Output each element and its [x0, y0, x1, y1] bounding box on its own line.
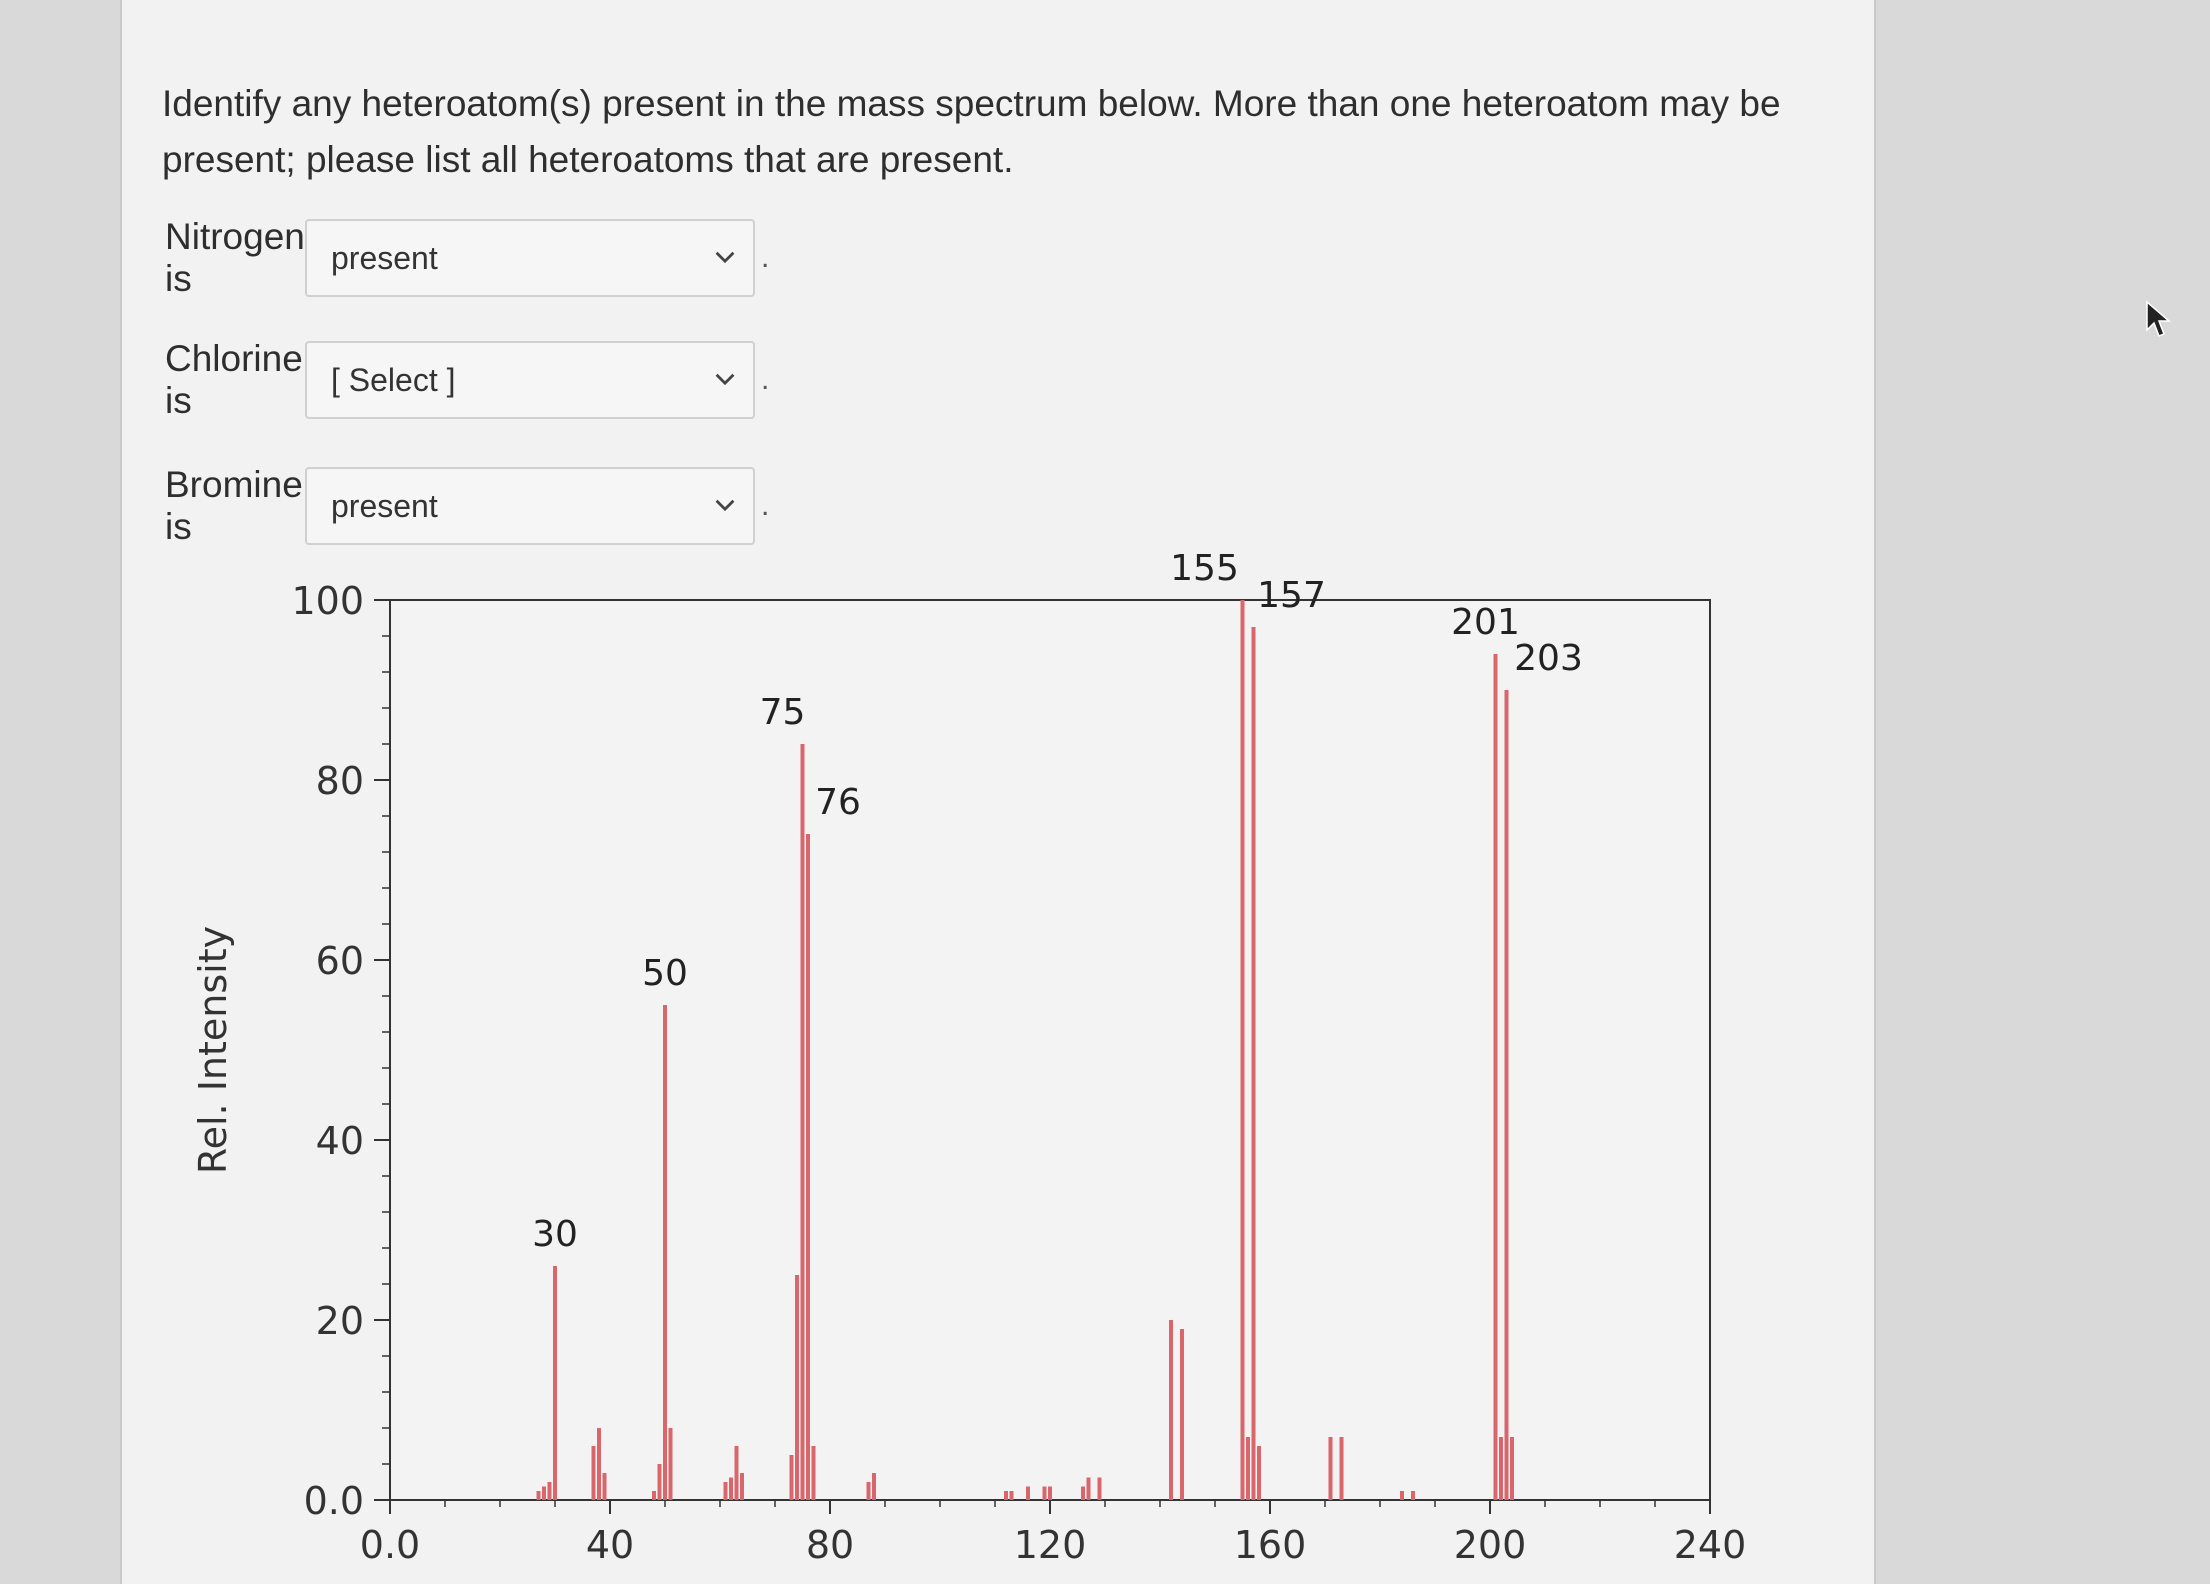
nitrogen-row: Nitrogen is present .: [165, 216, 770, 299]
peak-bar-29: [547, 1482, 552, 1500]
peak-bar-87: [866, 1482, 871, 1500]
peak-bar-74: [795, 1275, 799, 1500]
y-tick-label: 40: [316, 1119, 364, 1163]
peak-bar-51: [668, 1428, 673, 1500]
bromine-period: .: [761, 489, 770, 522]
peak-bar-158: [1257, 1446, 1261, 1500]
peak-bar-112: [1004, 1491, 1008, 1500]
peak-bar-61: [723, 1482, 728, 1500]
peak-bar-39: [602, 1473, 607, 1500]
bromine-select[interactable]: present: [305, 467, 755, 545]
peak-bar-142: [1169, 1320, 1173, 1500]
peak-bar-30: [553, 1266, 557, 1500]
peak-bar-157: [1251, 627, 1256, 1500]
peak-bar-73: [789, 1455, 794, 1500]
peak-bar-116: [1026, 1486, 1030, 1500]
mouse-pointer-icon: [2146, 300, 2172, 337]
peak-bar-126: [1081, 1486, 1085, 1500]
peak-bar-120: [1048, 1486, 1052, 1500]
peak-label-157: 157: [1257, 575, 1326, 616]
bromine-row: Bromine is present .: [165, 464, 770, 547]
peak-bar-77: [811, 1446, 816, 1500]
question-text: Identify any heteroatom(s) present in th…: [162, 83, 1781, 180]
x-tick-label: 80: [806, 1523, 854, 1567]
peak-bar-50: [663, 1005, 667, 1500]
peak-bar-64: [740, 1473, 744, 1500]
peak-label-50: 50: [642, 953, 688, 994]
peak-bar-171: [1328, 1437, 1333, 1500]
nitrogen-select[interactable]: present: [305, 219, 755, 297]
peak-bar-27: [536, 1491, 541, 1500]
y-tick-label: 0.0: [304, 1479, 364, 1523]
peak-bar-186: [1411, 1491, 1415, 1500]
y-tick-label: 20: [316, 1299, 364, 1343]
peak-bar-129: [1097, 1477, 1102, 1500]
peak-label-76: 76: [815, 782, 861, 823]
peak-bar-63: [734, 1446, 739, 1500]
y-tick-label: 60: [316, 939, 364, 983]
peak-bar-37: [591, 1446, 596, 1500]
x-tick-label: 160: [1234, 1523, 1307, 1567]
peak-bar-62: [729, 1477, 733, 1500]
bromine-select-value: present: [331, 487, 438, 524]
x-tick-label: 0.0: [360, 1523, 420, 1567]
nitrogen-select-value: present: [331, 239, 438, 276]
x-tick-label: 200: [1454, 1523, 1527, 1567]
peak-bar-156: [1246, 1437, 1250, 1500]
peak-label-75: 75: [760, 692, 806, 733]
y-tick-label: 80: [316, 759, 364, 803]
chevron-down-icon: [715, 373, 735, 386]
peak-bar-184: [1400, 1491, 1404, 1500]
chlorine-period: .: [761, 363, 770, 396]
peak-bar-28: [542, 1486, 546, 1500]
peak-bar-202: [1499, 1437, 1503, 1500]
peak-bar-76: [806, 834, 810, 1500]
peak-bar-127: [1086, 1477, 1091, 1500]
peak-bar-155: [1240, 600, 1245, 1500]
x-tick-label: 40: [586, 1523, 634, 1567]
peak-label-155: 155: [1170, 548, 1239, 589]
chlorine-select[interactable]: [ Select ]: [305, 341, 755, 419]
nitrogen-label: Nitrogen is: [165, 216, 305, 299]
peak-label-203: 203: [1514, 638, 1583, 679]
peak-bar-201: [1493, 654, 1498, 1500]
chevron-down-icon: [715, 251, 735, 264]
y-tick-label: 100: [291, 579, 364, 623]
peak-bar-119: [1042, 1486, 1047, 1500]
peak-bar-88: [872, 1473, 876, 1500]
peak-bar-204: [1510, 1437, 1514, 1500]
x-tick-label: 240: [1674, 1523, 1747, 1567]
peak-bar-144: [1180, 1329, 1184, 1500]
peak-bar-173: [1339, 1437, 1344, 1500]
peak-label-201: 201: [1451, 602, 1520, 643]
chlorine-label: Chlorine is: [165, 338, 303, 421]
peak-bar-113: [1009, 1491, 1014, 1500]
peak-label-30: 30: [532, 1214, 578, 1255]
x-tick-label: 120: [1014, 1523, 1087, 1567]
y-axis-label: Rel. Intensity: [191, 926, 235, 1174]
chevron-down-icon: [715, 499, 735, 512]
peak-bar-38: [597, 1428, 601, 1500]
peak-bar-48: [652, 1491, 656, 1500]
plot-area: [389, 599, 1711, 1501]
chlorine-select-value: [ Select ]: [331, 361, 456, 398]
bromine-label: Bromine is: [165, 464, 303, 547]
peak-bar-49: [657, 1464, 662, 1500]
peak-bar-203: [1504, 690, 1509, 1500]
chlorine-row: Chlorine is [ Select ] .: [165, 338, 770, 421]
nitrogen-period: .: [761, 241, 770, 274]
peak-bar-75: [800, 744, 805, 1500]
